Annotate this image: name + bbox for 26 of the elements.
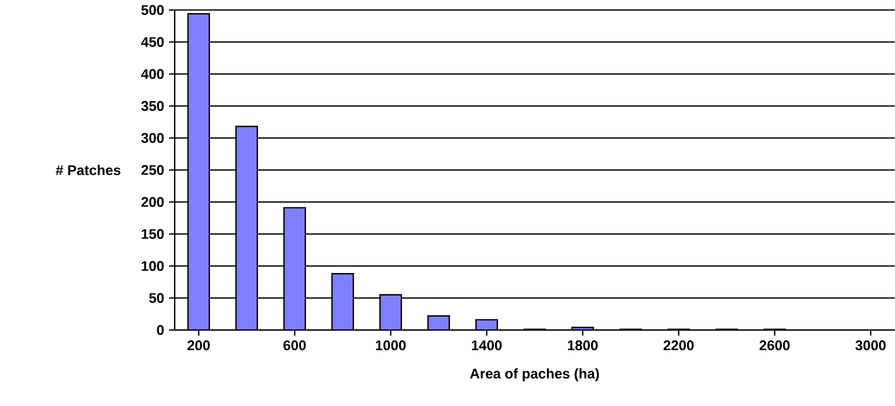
y-tick-label: 500 xyxy=(141,5,164,15)
y-axis-title: # Patches xyxy=(56,164,120,176)
y-tick-label: 150 xyxy=(142,229,164,239)
x-tick-label: 2600 xyxy=(760,340,790,350)
x-tick-label: 600 xyxy=(284,340,306,350)
y-tick-label: 100 xyxy=(142,261,164,271)
y-tick-label: 350 xyxy=(141,101,164,111)
x-axis-title: Area of paches (ha) xyxy=(470,368,599,382)
bar xyxy=(235,126,258,330)
y-tick-label: 50 xyxy=(149,293,164,303)
x-tick-label: 3000 xyxy=(855,340,886,350)
x-tick-label: 200 xyxy=(187,340,210,350)
y-tick-label: 0 xyxy=(157,325,164,335)
bar xyxy=(283,207,306,330)
y-tick-label: 400 xyxy=(141,69,164,79)
bar xyxy=(331,273,354,330)
x-tick-label: 2200 xyxy=(664,340,694,350)
x-tick-label: 1000 xyxy=(376,340,406,350)
x-tick-label: 1400 xyxy=(472,340,502,350)
y-tick-label: 450 xyxy=(141,37,164,47)
bar xyxy=(379,294,402,330)
y-tick-label: 300 xyxy=(141,133,164,143)
y-tick-label: 250 xyxy=(141,165,164,175)
x-tick-label: 1800 xyxy=(568,340,598,350)
bar xyxy=(187,13,210,330)
y-tick-label: 200 xyxy=(141,197,164,207)
